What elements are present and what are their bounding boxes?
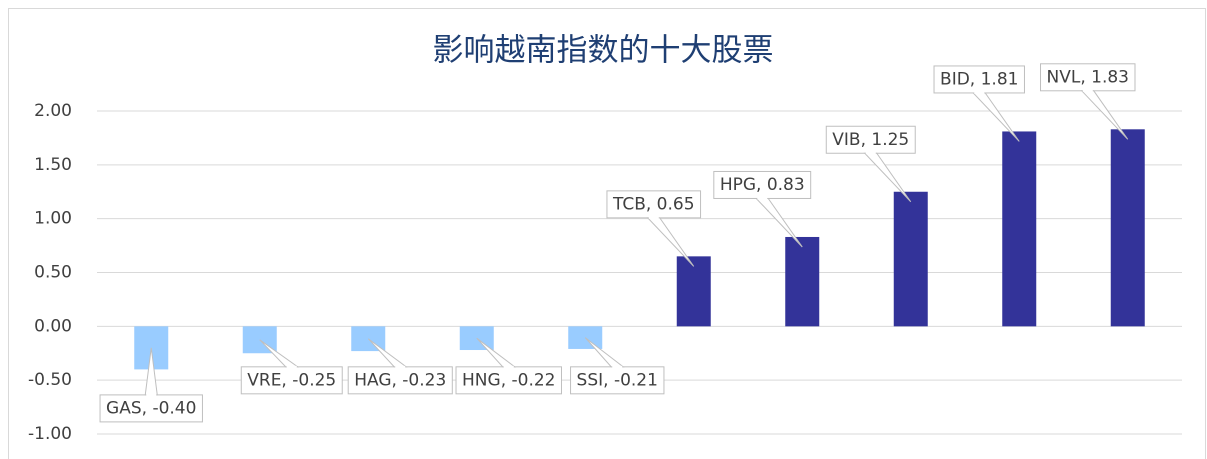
data-label: HNG, -0.22 [455,337,562,395]
data-label-text: NVL, 1.83 [1047,67,1129,87]
callout-pointer [259,339,300,368]
data-label-text: HAG, -0.23 [354,370,446,390]
data-label: VRE, -0.25 [240,339,343,395]
callout-pointer [755,197,803,248]
data-label: TCB, 0.65 [606,190,702,267]
bar [893,191,928,327]
callout-box [99,394,203,423]
callout-pointer [476,337,517,368]
bar [1110,129,1145,327]
data-label: SSI, -0.21 [570,337,665,395]
callout-pointer [367,338,408,368]
data-label: NVL, 1.83 [1040,63,1136,140]
callout-pointer [584,337,625,368]
callout-box [240,366,343,395]
data-label-text: HNG, -0.22 [462,370,555,390]
data-label-text: VIB, 1.25 [832,130,909,150]
bar [785,236,820,327]
callout-pointer [1080,90,1129,140]
chart-border [8,8,1206,459]
callout-box [455,366,562,395]
data-label-text: BID, 1.81 [940,69,1018,89]
bar [676,256,711,327]
data-labels: GAS, -0.40 VRE, -0.25 HAG, -0.23 HNG, -0.22… [99,63,1136,423]
callout-pointer [863,152,912,203]
callout-box [933,65,1025,94]
data-label-text: HPG, 0.83 [720,175,805,195]
data-label: HPG, 0.83 [713,170,812,248]
y-tick-label: -0.50 [28,370,72,390]
data-label-text: GAS, -0.40 [106,398,196,418]
data-label-text: SSI, -0.21 [577,370,658,390]
y-tick-label: -1.00 [28,424,72,444]
data-label: HAG, -0.23 [347,338,453,395]
callout-box [713,170,812,199]
data-label-text: TCB, 0.65 [612,194,695,214]
callout-pointer [646,217,695,267]
data-label: VIB, 1.25 [825,125,916,203]
data-label: GAS, -0.40 [99,347,203,423]
y-tick-label: 1.00 [34,209,72,229]
y-tick-label: 0.00 [34,316,72,336]
y-tick-label: 1.50 [34,155,72,175]
bar [1002,131,1037,327]
callout-pointer [972,92,1020,142]
y-tick-label: 2.00 [34,101,72,121]
callout-box [347,366,453,395]
data-label-text: VRE, -0.25 [247,370,336,390]
callout-box [606,190,702,219]
chart-title: 影响越南指数的十大股票 [433,33,774,69]
data-label: BID, 1.81 [933,65,1025,142]
y-tick-label: 0.50 [34,263,72,283]
